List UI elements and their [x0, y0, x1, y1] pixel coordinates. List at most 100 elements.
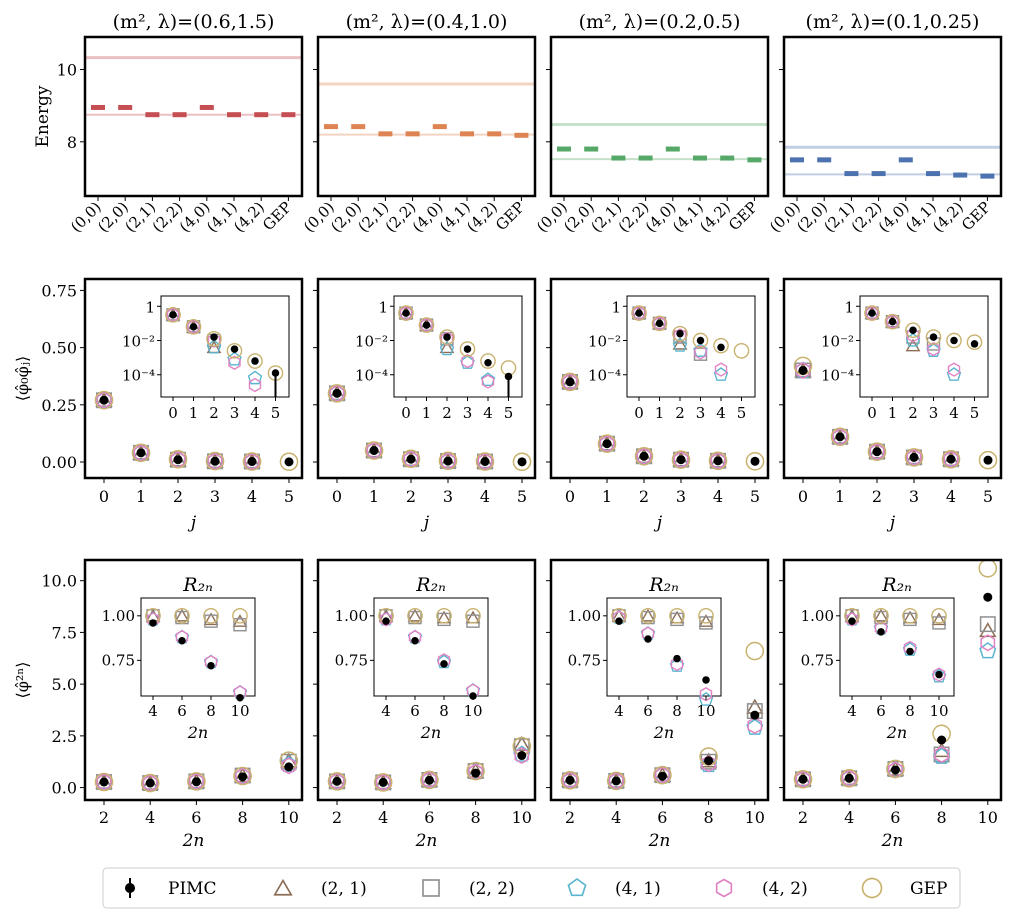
xtick-label: 5	[517, 487, 527, 506]
inset-frame	[140, 597, 256, 697]
series-4-2-point	[655, 766, 670, 784]
inset-pimc-point	[877, 628, 885, 636]
xtick-label: 8	[704, 808, 714, 827]
xlabel: 2n	[881, 831, 904, 851]
inset-ytick-label: 1	[378, 298, 388, 316]
inset-series-4-2-point	[632, 305, 646, 321]
series-4-2-point	[980, 634, 996, 652]
inset-pimc-point	[848, 617, 856, 625]
inset-xtick-label: 3	[463, 404, 473, 422]
ytick-label: 10	[57, 61, 77, 80]
inset-gep-point	[698, 607, 714, 624]
inset-xlabel: 2n	[653, 723, 674, 742]
ytick-label: 7.5	[52, 623, 77, 642]
series-4-2-point	[244, 453, 260, 471]
series-4-2-point	[477, 453, 493, 471]
pimc-point	[639, 451, 649, 461]
gep-point	[560, 771, 580, 790]
gep-point	[233, 766, 252, 786]
inset-xtick-label: 4	[250, 404, 260, 422]
inset-ytick-label: 1	[145, 298, 155, 316]
inset-ytick-label: 0.75	[335, 651, 368, 669]
inset-series-4-2-point	[927, 341, 940, 357]
inset-gep-point	[640, 607, 656, 624]
inset-pimc-point	[635, 309, 643, 317]
pimc-point	[284, 762, 294, 772]
series-4-2-point	[943, 450, 959, 468]
gep-point	[327, 772, 347, 791]
series-4-2-point	[710, 452, 726, 470]
series-4-2-point	[562, 771, 578, 789]
legend-label: GEP	[910, 879, 947, 899]
inset-series-4-2-point	[187, 319, 200, 334]
pimc-point	[835, 432, 845, 442]
inset-xtick-label: 6	[876, 702, 886, 720]
xtick-label: 0	[798, 487, 808, 506]
inset-series-2-1-point	[698, 614, 714, 627]
inset-gep-point	[439, 329, 455, 345]
series-4-2-point	[599, 435, 615, 453]
series-4-2-point	[366, 442, 382, 460]
inset-xtick-label: 1	[189, 404, 199, 422]
pimc-point	[750, 456, 760, 466]
inset-series-4-2-point	[865, 305, 879, 321]
pimc-point	[406, 454, 416, 464]
correlator-ylabel: ⟨φ̂₀φ̂ⱼ⟩	[13, 356, 32, 402]
inset-pimc-point	[443, 333, 451, 341]
inset-series-4-2-point	[699, 687, 713, 702]
xlabel: 2n	[648, 831, 671, 851]
gep-point	[941, 449, 961, 469]
pimc-point	[369, 446, 379, 456]
gep-point	[420, 770, 439, 790]
inset-xtick-label: 3	[929, 404, 939, 422]
inset-pimc-point	[909, 326, 917, 334]
inset-ytick-label: 10⁻⁴	[355, 367, 388, 385]
gep-point	[653, 765, 672, 785]
inset-series-4-2-point	[440, 331, 454, 346]
inset-gep-point	[966, 334, 983, 351]
inset-xtick-label: 8	[905, 702, 915, 720]
inset-series-2-2-point	[466, 614, 480, 628]
inset-series-4-2-point	[420, 317, 433, 333]
inset-gep-point	[631, 305, 647, 321]
inset-pimc-point	[673, 654, 681, 663]
inset-series-2-1-point	[174, 608, 190, 622]
gep-point	[904, 448, 924, 467]
inset-pimc-point	[169, 311, 177, 319]
pimc-point	[191, 777, 201, 787]
inset-gep-point	[206, 330, 222, 347]
xlabel: j	[420, 513, 430, 533]
gep-point	[327, 384, 347, 403]
ytick-label: 8	[67, 133, 77, 152]
legend-label: PIMC	[168, 879, 217, 899]
xtick-label: 10	[978, 808, 998, 827]
xtick-label: 2	[332, 808, 342, 827]
inset-series-4-2-point	[481, 374, 495, 389]
ytick-label: 0.0	[52, 779, 77, 798]
inset-title: R₂ₙ	[182, 574, 213, 596]
pimc-point	[443, 456, 453, 466]
inset-series-2-1-point	[203, 612, 219, 626]
inset-series-2-1-point	[931, 612, 947, 626]
inset-series-4-2-point	[886, 314, 899, 329]
inset-pimc-point	[929, 333, 938, 341]
xtick-label: 4	[611, 808, 621, 827]
gep-point	[401, 449, 421, 469]
gep-point	[793, 770, 813, 789]
inset-series-2-2-point	[699, 616, 713, 630]
inset-series-4-2-point	[379, 612, 393, 627]
inset-series-4-2-point	[461, 353, 474, 369]
inset-series-2-2-point	[233, 618, 247, 632]
inset-series-4-2-point	[694, 345, 707, 360]
inset-pimc-point	[935, 670, 943, 679]
inset-pimc-point	[251, 357, 259, 365]
xtick-label: GEP	[958, 198, 994, 234]
gep-point	[867, 442, 887, 461]
gep-point	[886, 759, 905, 779]
inset-xtick-label: 2	[675, 404, 685, 422]
inset-frame	[859, 295, 989, 398]
xtick-label: 3	[210, 487, 220, 506]
xtick-label: 4	[713, 487, 723, 506]
inset-xtick-label: 10	[696, 702, 715, 720]
